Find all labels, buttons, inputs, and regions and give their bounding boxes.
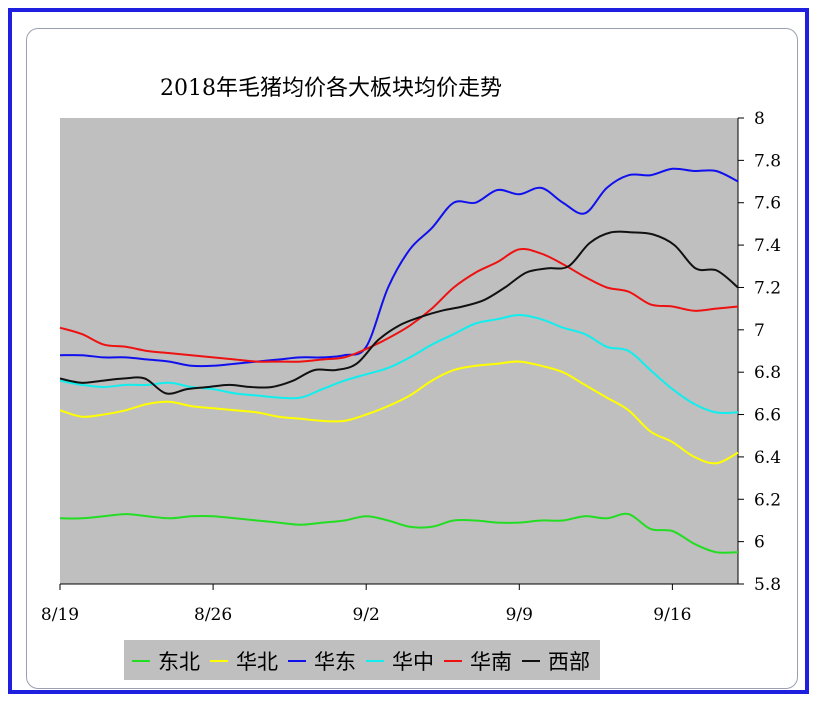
x-tick-label: 9/16 xyxy=(653,605,691,625)
legend-label: 西部 xyxy=(548,650,590,674)
x-tick-label: 8/19 xyxy=(41,605,79,625)
y-tick-label: 8 xyxy=(754,109,765,129)
y-tick-label: 7 xyxy=(754,321,765,341)
chart-title: 2018年毛猪均价各大板块均价走势 xyxy=(160,76,502,101)
y-tick-label: 6 xyxy=(754,533,765,553)
x-tick-label: 9/9 xyxy=(506,605,533,625)
y-tick-label: 6.4 xyxy=(754,448,781,468)
y-tick-label: 7.2 xyxy=(754,278,781,298)
x-tick-label: 8/26 xyxy=(194,605,232,625)
legend-box xyxy=(124,640,600,680)
y-tick-label: 6.8 xyxy=(754,363,781,383)
wechat-icon xyxy=(608,663,636,686)
y-tick-label: 6.6 xyxy=(754,406,781,426)
series-line-1 xyxy=(59,360,739,465)
y-tick-label: 7.4 xyxy=(754,236,781,256)
legend-label: 东北 xyxy=(158,650,200,674)
series-line-5 xyxy=(59,230,739,395)
series-line-0 xyxy=(59,512,739,554)
x-tick-label: 9/2 xyxy=(353,605,380,625)
series-lines xyxy=(59,167,739,554)
series-line-3 xyxy=(59,313,739,415)
legend-label: 华中 xyxy=(392,650,434,674)
legend-label: 华南 xyxy=(470,650,512,674)
y-tick-label: 5.8 xyxy=(754,575,781,595)
watermark: 爱普罗斯每日资讯 xyxy=(608,663,784,686)
watermark-text: 爱普罗斯每日资讯 xyxy=(640,664,784,685)
y-tick-label: 7.8 xyxy=(754,151,781,171)
legend-label: 华东 xyxy=(314,650,356,674)
legend-label: 华北 xyxy=(236,650,278,674)
plot-area xyxy=(60,118,738,584)
legend: 东北 华北 华东 华中 华南 西部 xyxy=(124,640,600,680)
axes xyxy=(60,118,739,585)
y-tick-label: 6.2 xyxy=(754,490,781,510)
x-axis-ticks: 8/19 8/26 9/2 9/9 9/16 xyxy=(41,584,691,625)
series-line-2 xyxy=(59,167,739,368)
series-line-4 xyxy=(59,247,739,363)
y-axis-ticks: 8 7.8 7.6 7.4 7.2 7 6.8 6.6 6.4 6.2 6 5.8 xyxy=(738,109,781,595)
y-tick-label: 7.6 xyxy=(754,194,781,214)
